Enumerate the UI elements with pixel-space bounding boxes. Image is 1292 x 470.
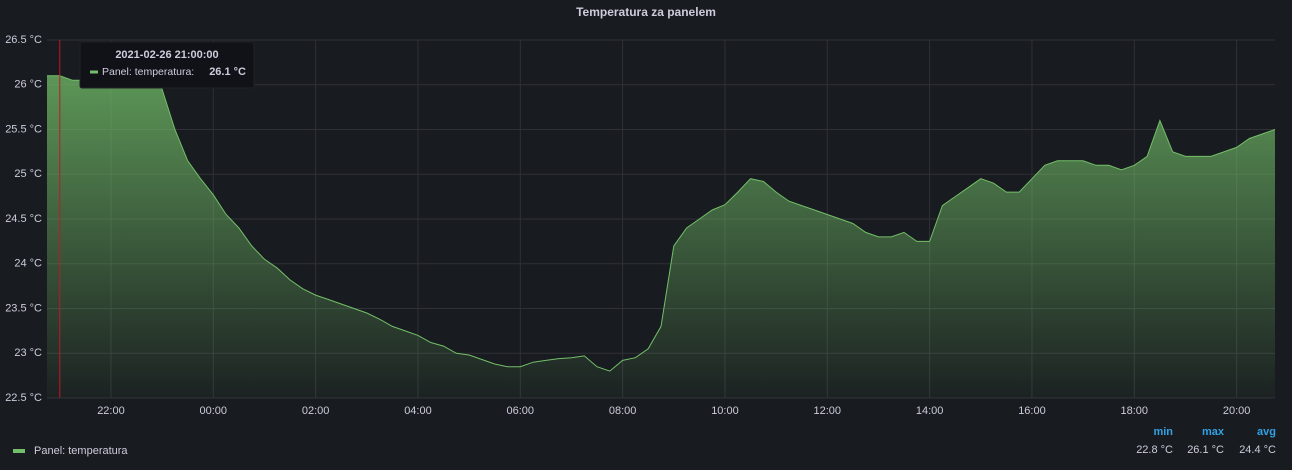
- y-tick-label: 26.5 °C: [5, 34, 42, 46]
- x-tick-label: 22:00: [97, 405, 125, 417]
- legend-stat-value: 22.8 °C: [1136, 444, 1173, 456]
- x-tick-label: 18:00: [1121, 405, 1149, 417]
- legend-stat-value: 26.1 °C: [1187, 444, 1224, 456]
- y-tick-label: 24.5 °C: [5, 213, 42, 225]
- y-tick-label: 26 °C: [14, 79, 42, 91]
- legend-stat-header: min: [1153, 426, 1173, 438]
- x-tick-label: 14:00: [916, 405, 944, 417]
- x-tick-label: 02:00: [302, 405, 330, 417]
- x-tick-label: 04:00: [404, 405, 432, 417]
- x-tick-label: 20:00: [1223, 405, 1251, 417]
- legend-stat-value: 24.4 °C: [1239, 444, 1276, 456]
- y-tick-label: 23 °C: [14, 347, 42, 359]
- legend-label: Panel: temperatura: [34, 445, 128, 457]
- x-tick-label: 10:00: [711, 405, 739, 417]
- y-tick-label: 24 °C: [14, 258, 42, 270]
- series-area: [47, 75, 1275, 399]
- series-line: [47, 75, 1276, 372]
- x-tick-label: 12:00: [814, 405, 842, 417]
- tooltip-value: 26.1 °C: [209, 66, 246, 78]
- x-tick-label: 06:00: [507, 405, 535, 417]
- y-tick-label: 25.5 °C: [5, 123, 42, 135]
- y-tick-label: 25 °C: [14, 168, 42, 180]
- x-tick-label: 08:00: [609, 405, 637, 417]
- chart-title: Temperatura za panelem: [576, 5, 716, 19]
- y-tick-label: 22.5 °C: [5, 392, 42, 404]
- tooltip-series: Panel: temperatura:: [102, 66, 194, 78]
- tooltip-box: [79, 41, 255, 89]
- y-tick-label: 23.5 °C: [5, 302, 42, 314]
- tooltip-time: 2021-02-26 21:00:00: [115, 49, 218, 61]
- legend-stat-header: avg: [1257, 426, 1276, 438]
- legend-stat-header: max: [1202, 426, 1225, 438]
- x-tick-label: 16:00: [1018, 405, 1046, 417]
- x-tick-label: 00:00: [200, 405, 228, 417]
